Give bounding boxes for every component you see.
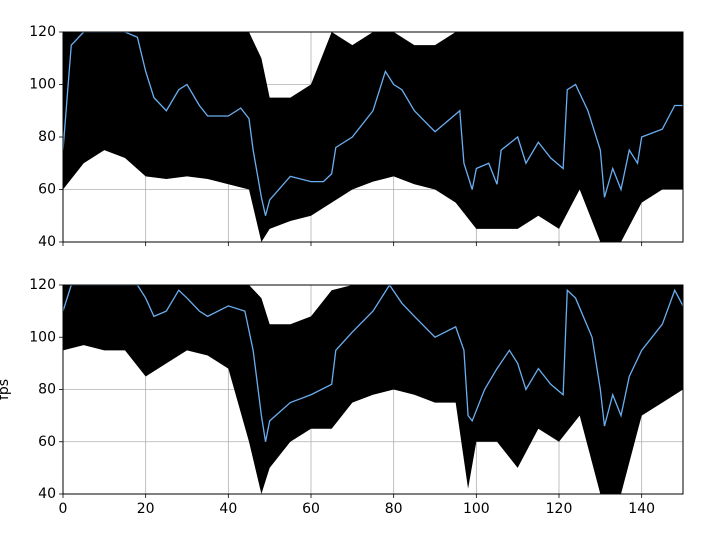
y-axis-label: fps	[0, 379, 12, 400]
x-tick-label: 20	[137, 501, 155, 517]
y-tick-label: 40	[38, 486, 56, 502]
x-tick-label: 40	[219, 501, 237, 517]
x-tick-label: 60	[302, 501, 320, 517]
fps-line	[63, 285, 683, 442]
x-tick-label: 120	[546, 501, 573, 517]
x-tick-label: 80	[385, 501, 403, 517]
y-tick-label: 40	[38, 234, 56, 250]
y-tick-label: 100	[29, 77, 56, 93]
y-tick-label: 80	[38, 129, 56, 145]
x-tick-label: 0	[59, 501, 68, 517]
y-tick-label: 120	[29, 277, 56, 293]
y-tick-label: 60	[38, 434, 56, 450]
y-tick-label: 80	[38, 382, 56, 398]
scatter-cloud	[63, 32, 683, 242]
x-tick-label: 140	[628, 501, 655, 517]
fps-line	[63, 32, 683, 216]
y-tick-label: 60	[38, 182, 56, 198]
x-tick-label: 100	[463, 501, 490, 517]
scatter-cloud	[63, 285, 683, 494]
y-tick-label: 120	[29, 24, 56, 40]
y-tick-label: 100	[29, 329, 56, 345]
